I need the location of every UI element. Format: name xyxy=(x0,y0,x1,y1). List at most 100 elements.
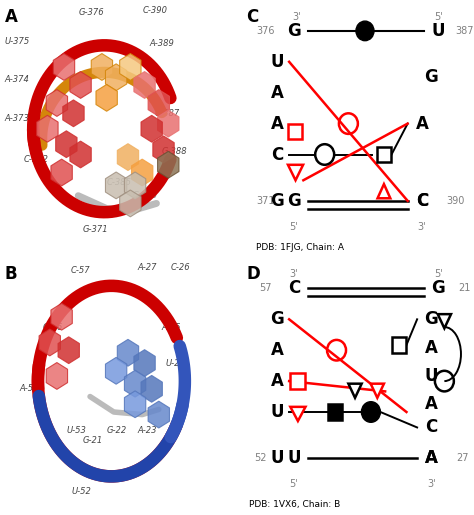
Text: C: C xyxy=(425,419,438,436)
Text: U: U xyxy=(271,403,284,421)
Text: 52: 52 xyxy=(255,453,267,464)
Text: U: U xyxy=(271,450,284,467)
Polygon shape xyxy=(63,100,84,127)
Circle shape xyxy=(356,21,374,41)
Text: C-26: C-26 xyxy=(171,263,190,272)
Text: U: U xyxy=(271,53,284,71)
Polygon shape xyxy=(157,151,179,178)
Text: U: U xyxy=(287,450,301,467)
Text: A: A xyxy=(271,341,284,359)
Polygon shape xyxy=(377,184,390,198)
Polygon shape xyxy=(53,54,75,80)
Polygon shape xyxy=(105,357,127,384)
Text: G: G xyxy=(287,22,301,40)
Text: G-56: G-56 xyxy=(43,322,63,332)
Polygon shape xyxy=(36,115,58,142)
Polygon shape xyxy=(124,370,146,397)
Text: U: U xyxy=(425,367,438,385)
Polygon shape xyxy=(51,159,73,186)
Text: U-387: U-387 xyxy=(154,109,179,118)
Text: A: A xyxy=(425,339,438,356)
Text: 376: 376 xyxy=(256,26,275,36)
Polygon shape xyxy=(134,350,155,376)
Text: U-53: U-53 xyxy=(66,425,86,435)
Polygon shape xyxy=(39,329,61,356)
Polygon shape xyxy=(348,384,362,398)
Text: A-373: A-373 xyxy=(5,114,29,123)
Text: G: G xyxy=(270,311,284,328)
Text: A-27: A-27 xyxy=(137,263,157,272)
Text: A: A xyxy=(271,84,284,101)
Polygon shape xyxy=(153,136,174,163)
Text: C: C xyxy=(246,8,259,26)
Polygon shape xyxy=(141,375,163,402)
Text: A: A xyxy=(271,115,284,132)
Text: PDB: 1FJG, Chain: A: PDB: 1FJG, Chain: A xyxy=(256,243,344,252)
Polygon shape xyxy=(46,90,68,116)
Polygon shape xyxy=(290,407,305,421)
Text: A: A xyxy=(425,396,438,413)
Text: 21: 21 xyxy=(458,283,471,294)
Text: D: D xyxy=(246,265,260,283)
Text: A-389: A-389 xyxy=(149,39,174,48)
Polygon shape xyxy=(70,141,91,168)
Text: 3': 3' xyxy=(427,479,436,489)
Polygon shape xyxy=(438,314,451,329)
Polygon shape xyxy=(124,172,146,199)
Text: C-386: C-386 xyxy=(133,191,158,200)
Text: G-388: G-388 xyxy=(161,147,187,157)
Polygon shape xyxy=(157,110,179,137)
Text: 387: 387 xyxy=(455,26,474,36)
Circle shape xyxy=(361,402,380,422)
Text: A: A xyxy=(5,8,18,26)
Polygon shape xyxy=(119,54,141,80)
Text: G: G xyxy=(424,311,438,328)
Text: A: A xyxy=(425,450,438,467)
Polygon shape xyxy=(134,72,155,98)
Bar xyxy=(290,373,304,389)
Text: A-54: A-54 xyxy=(19,384,38,393)
Text: 371: 371 xyxy=(256,196,275,206)
Text: C-372: C-372 xyxy=(24,155,49,164)
Polygon shape xyxy=(288,165,303,180)
Text: C: C xyxy=(416,192,428,210)
Bar xyxy=(328,404,342,420)
Text: C: C xyxy=(271,146,283,163)
Text: U-375: U-375 xyxy=(5,37,30,46)
Text: G-371: G-371 xyxy=(83,225,109,234)
Polygon shape xyxy=(141,115,163,142)
Polygon shape xyxy=(371,384,384,398)
Text: A-374: A-374 xyxy=(5,75,29,84)
Text: 3': 3' xyxy=(290,269,298,279)
Polygon shape xyxy=(148,90,170,116)
Bar xyxy=(392,337,407,353)
Text: 5': 5' xyxy=(290,479,298,489)
Text: 27: 27 xyxy=(456,453,468,464)
Polygon shape xyxy=(91,54,113,80)
Text: C-385: C-385 xyxy=(107,178,132,187)
Polygon shape xyxy=(124,391,146,418)
Text: G-376: G-376 xyxy=(78,8,104,18)
Polygon shape xyxy=(148,401,170,428)
Polygon shape xyxy=(131,159,153,186)
Text: U-24: U-24 xyxy=(166,358,186,368)
Polygon shape xyxy=(105,64,127,91)
Polygon shape xyxy=(117,144,139,170)
Text: 57: 57 xyxy=(259,283,272,294)
Text: 390: 390 xyxy=(446,196,464,206)
Text: 5': 5' xyxy=(434,269,443,279)
Polygon shape xyxy=(117,339,139,366)
Polygon shape xyxy=(51,303,73,330)
Text: G-21: G-21 xyxy=(83,436,103,445)
Text: 5': 5' xyxy=(290,221,298,232)
Polygon shape xyxy=(55,131,77,158)
Text: C: C xyxy=(416,192,428,210)
Text: A: A xyxy=(271,372,284,390)
Text: U: U xyxy=(432,22,445,40)
Text: A-25: A-25 xyxy=(161,322,181,332)
Text: PDB: 1VX6, Chain: B: PDB: 1VX6, Chain: B xyxy=(249,500,340,509)
Text: G: G xyxy=(431,280,446,297)
Polygon shape xyxy=(96,84,118,111)
Text: A-23: A-23 xyxy=(137,425,157,435)
Text: 3': 3' xyxy=(418,221,426,232)
